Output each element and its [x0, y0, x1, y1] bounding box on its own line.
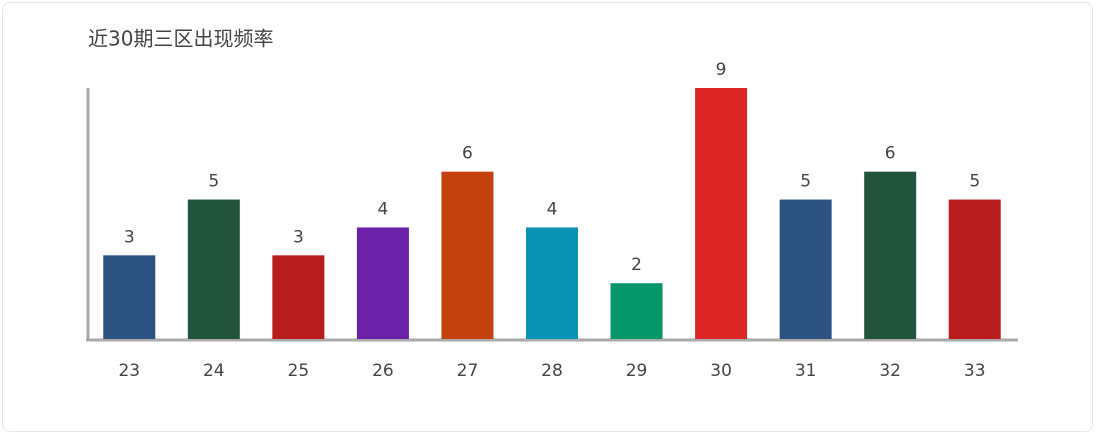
- x-tick-label: 29: [626, 361, 648, 381]
- x-tick-label: 25: [288, 361, 310, 381]
- bar: [356, 227, 409, 339]
- value-label: 3: [293, 227, 304, 247]
- bar: [864, 171, 917, 339]
- value-label: 3: [124, 227, 135, 247]
- chart: 近30期三区出现频率 23324525326427628429230931532…: [86, 27, 1018, 381]
- value-label: 6: [462, 144, 473, 164]
- x-tick-label: 33: [964, 361, 986, 381]
- value-label: 2: [631, 255, 642, 275]
- x-tick-label: 32: [879, 361, 901, 381]
- value-label: 4: [547, 199, 558, 219]
- value-label: 9: [716, 60, 727, 80]
- chart-title: 近30期三区出现频率: [88, 27, 273, 51]
- value-label: 5: [208, 172, 219, 192]
- x-tick-label: 23: [118, 361, 140, 381]
- bar: [526, 227, 578, 339]
- x-tick-label: 26: [372, 361, 394, 381]
- bar: [779, 199, 832, 339]
- x-tick-label: 31: [795, 361, 817, 381]
- x-tick-label: 24: [203, 361, 225, 381]
- value-label: 5: [800, 172, 811, 192]
- bar: [948, 199, 1001, 339]
- bar: [187, 199, 240, 339]
- value-label: 4: [377, 199, 388, 219]
- x-tick-label: 30: [710, 361, 732, 381]
- bar: [695, 88, 748, 339]
- bar: [272, 255, 325, 339]
- x-tick-label: 28: [541, 361, 563, 381]
- x-tick-label: 27: [457, 361, 479, 381]
- bar: [103, 255, 156, 339]
- bar: [441, 171, 494, 339]
- value-label: 6: [885, 144, 896, 164]
- bar: [610, 283, 663, 339]
- value-label: 5: [969, 172, 980, 192]
